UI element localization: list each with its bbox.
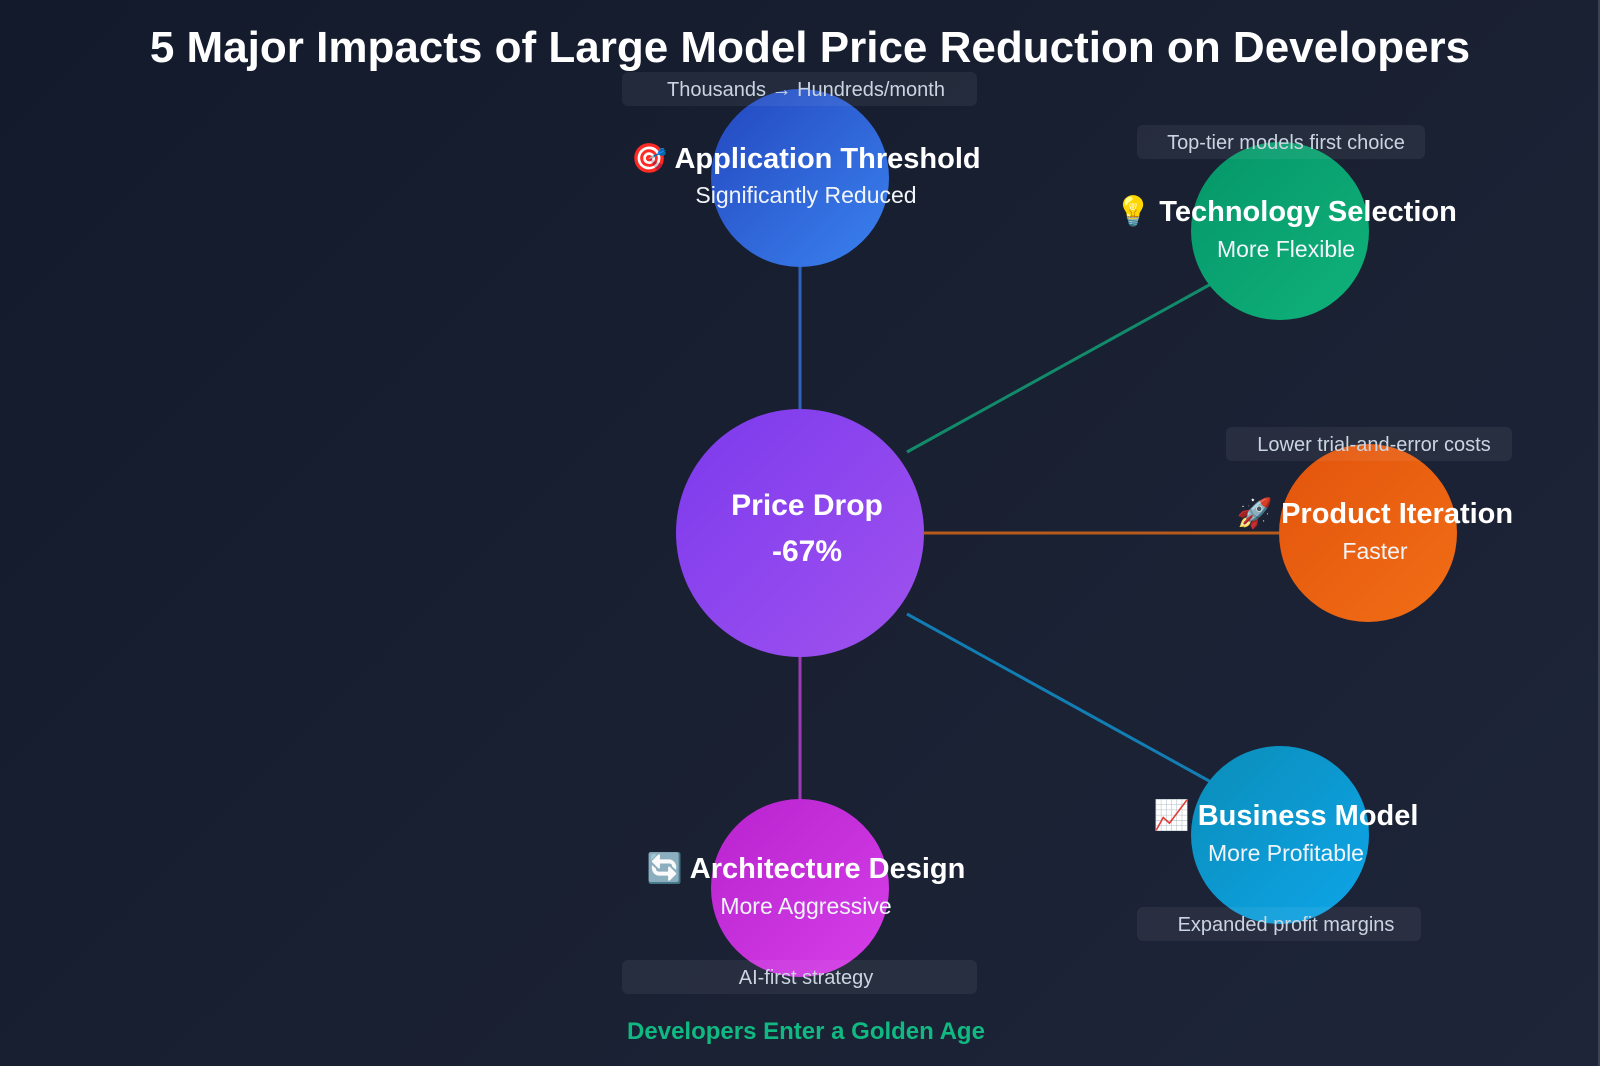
tag-application-threshold: Thousands → Hundreds/month	[667, 79, 945, 101]
target-icon: 🎯	[631, 142, 667, 175]
center-price-drop-circle	[676, 409, 924, 657]
tag-box-product-iteration	[1226, 427, 1512, 461]
center-label: Price Drop	[731, 489, 883, 522]
node-application-threshold-circle	[711, 89, 889, 267]
label-text: Product Iteration	[1281, 498, 1513, 530]
tag-box-business-model	[1137, 907, 1421, 941]
node-product-iteration-circle	[1279, 444, 1457, 622]
tag-box-architecture-design	[622, 960, 977, 994]
connector-business-model	[906, 612, 1212, 784]
label-text: Application Threshold	[674, 143, 980, 175]
footer-tagline: Developers Enter a Golden Age	[627, 1018, 985, 1045]
center-value: -67%	[772, 535, 842, 568]
label-text: Architecture Design	[690, 853, 966, 885]
node-business-model-circle	[1191, 746, 1369, 924]
label-product-iteration: 🚀 Product Iteration	[1237, 496, 1513, 530]
chart-up-icon: 📈	[1154, 798, 1190, 832]
label-architecture-design: 🔄 Architecture Design	[647, 851, 966, 885]
tag-technology-selection: Top-tier models first choice	[1167, 132, 1405, 154]
rocket-icon: 🚀	[1237, 496, 1273, 530]
node-technology-selection-circle	[1191, 142, 1369, 320]
sub-application-threshold: Significantly Reduced	[695, 182, 916, 208]
connector-technology-selection	[906, 282, 1212, 454]
label-application-threshold: 🎯 Application Threshold	[631, 142, 980, 175]
label-business-model: 📈 Business Model	[1154, 798, 1419, 832]
sub-product-iteration: Faster	[1342, 538, 1408, 564]
label-text: Technology Selection	[1159, 196, 1457, 228]
label-technology-selection: 💡 Technology Selection	[1115, 194, 1457, 228]
tag-product-iteration: Lower trial-and-error costs	[1257, 434, 1490, 456]
sub-business-model: More Profitable	[1208, 840, 1364, 866]
sub-architecture-design: More Aggressive	[720, 893, 891, 919]
sub-technology-selection: More Flexible	[1217, 236, 1355, 262]
refresh-icon: 🔄	[647, 851, 683, 885]
node-architecture-design-circle	[711, 799, 889, 977]
label-text: Business Model	[1198, 800, 1419, 832]
tag-business-model: Expanded profit margins	[1178, 914, 1395, 936]
page-title: 5 Major Impacts of Large Model Price Red…	[150, 23, 1470, 72]
tag-box-technology-selection	[1137, 125, 1425, 159]
lightbulb-icon: 💡	[1115, 194, 1151, 228]
tag-box-application-threshold	[622, 72, 977, 106]
right-border	[1598, 0, 1600, 1066]
tag-architecture-design: AI-first strategy	[739, 967, 873, 989]
